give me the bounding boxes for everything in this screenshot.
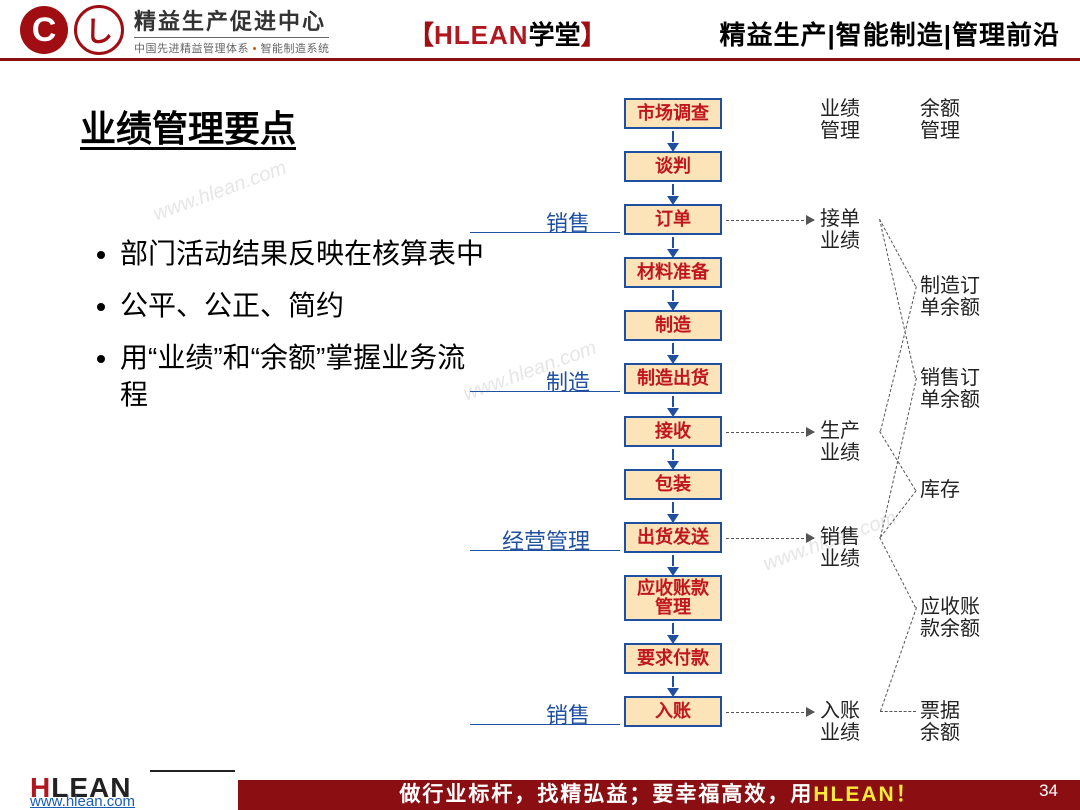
annotation: 入账 业绩 (820, 700, 860, 744)
brand-suffix: 学堂 (529, 20, 581, 50)
connector-line (879, 537, 916, 608)
annotation: 销售 业绩 (820, 526, 860, 570)
flow-node: 接收 (624, 416, 722, 447)
flow-node: 应收账款 管理 (624, 575, 722, 621)
bracket-close: 】 (581, 20, 607, 50)
arrow-right-icon (806, 427, 815, 437)
section-label-left: 制造 (470, 365, 590, 397)
section-underline (470, 724, 620, 725)
page-title: 业绩管理要点 (80, 100, 296, 152)
header-center: 【HLEAN学堂】 (408, 15, 607, 52)
connector-line (726, 712, 814, 713)
section-underline (470, 391, 620, 392)
connector-line (726, 432, 814, 433)
logo-sub-right: 智能制造系统 (260, 43, 329, 55)
annotation: 库存 (920, 479, 960, 501)
flow-node: 材料准备 (624, 257, 722, 288)
footer-url: www.hlean.com (30, 793, 135, 810)
logo-sub-left: 中国先进精益管理体系 (134, 43, 249, 55)
flow-node: 制造出货 (624, 363, 722, 394)
annotation: 生产 业绩 (820, 420, 860, 464)
logo-c-icon: C (20, 6, 68, 54)
footer-logo-line (150, 770, 235, 772)
connector-line (879, 219, 916, 286)
bullet-list: 部门活动结果反映在核算表中 公平、公正、简约 用“业绩”和“余额”掌握业务流程 (95, 235, 490, 428)
brand-hlean: HLEAN (434, 20, 529, 50)
annotation: 销售订 单余额 (920, 367, 980, 411)
watermark: www.hlean.com (150, 157, 289, 227)
flow-node: 入账 (624, 696, 722, 727)
column-header: 业绩 管理 (820, 98, 860, 142)
flow-node: 市场调查 (624, 98, 722, 129)
logo-title: 精益生产促进中心 (134, 4, 329, 38)
section-underline (470, 550, 620, 551)
annotation: 制造订 单余额 (920, 275, 980, 319)
annotation: 票据 余额 (920, 700, 960, 744)
flow-node: 包装 (624, 469, 722, 500)
bullet-item: 公平、公正、简约 (120, 287, 490, 325)
arrow-right-icon (806, 215, 815, 225)
section-label-left: 销售 (470, 698, 590, 730)
section-underline (470, 232, 620, 233)
connector-line (880, 711, 916, 712)
arrow-right-icon (806, 707, 815, 717)
section-label-left: 销售 (470, 206, 590, 238)
flow-node: 谈判 (624, 151, 722, 182)
footer-bar: 做行业标杆，找精弘益；要幸福高效，用HLEAN！ 34 (238, 780, 1080, 810)
column-header: 余额 管理 (920, 98, 960, 142)
footer-slogan-brand: HLEAN！ (813, 783, 918, 806)
logo-area: C し 精益生产促进中心 中国先进精益管理体系 • 智能制造系统 (20, 4, 329, 56)
section-label-left: 经营管理 (470, 524, 590, 556)
connector-line (880, 607, 917, 711)
bullet-item: 用“业绩”和“余额”掌握业务流程 (120, 339, 490, 415)
logo-subtitle: 中国先进精益管理体系 • 智能制造系统 (134, 40, 329, 56)
flow-node: 要求付款 (624, 643, 722, 674)
connector-line (726, 220, 814, 221)
connector-line (879, 219, 916, 378)
bullet-item: 部门活动结果反映在核算表中 (120, 235, 490, 273)
header: C し 精益生产促进中心 中国先进精益管理体系 • 智能制造系统 【HLEAN学… (0, 0, 1080, 58)
footer-slogan: 做行业标杆，找精弘益；要幸福高效，用 (399, 783, 813, 806)
header-rule (0, 58, 1080, 61)
connector-line (726, 538, 814, 539)
arrow-right-icon (806, 533, 815, 543)
bracket-open: 【 (408, 20, 434, 50)
flow-node: 出货发送 (624, 522, 722, 553)
flow-node: 制造 (624, 310, 722, 341)
page-number: 34 (1039, 776, 1058, 806)
logo-ring-icon: し (74, 5, 124, 55)
connector-line (879, 431, 916, 491)
annotation: 接单 业绩 (820, 208, 860, 252)
flow-node: 订单 (624, 204, 722, 235)
header-right: 精益生产|智能制造|管理前沿 (719, 15, 1060, 52)
logo-text: 精益生产促进中心 中国先进精益管理体系 • 智能制造系统 (134, 4, 329, 56)
annotation: 应收账 款余额 (920, 596, 980, 640)
